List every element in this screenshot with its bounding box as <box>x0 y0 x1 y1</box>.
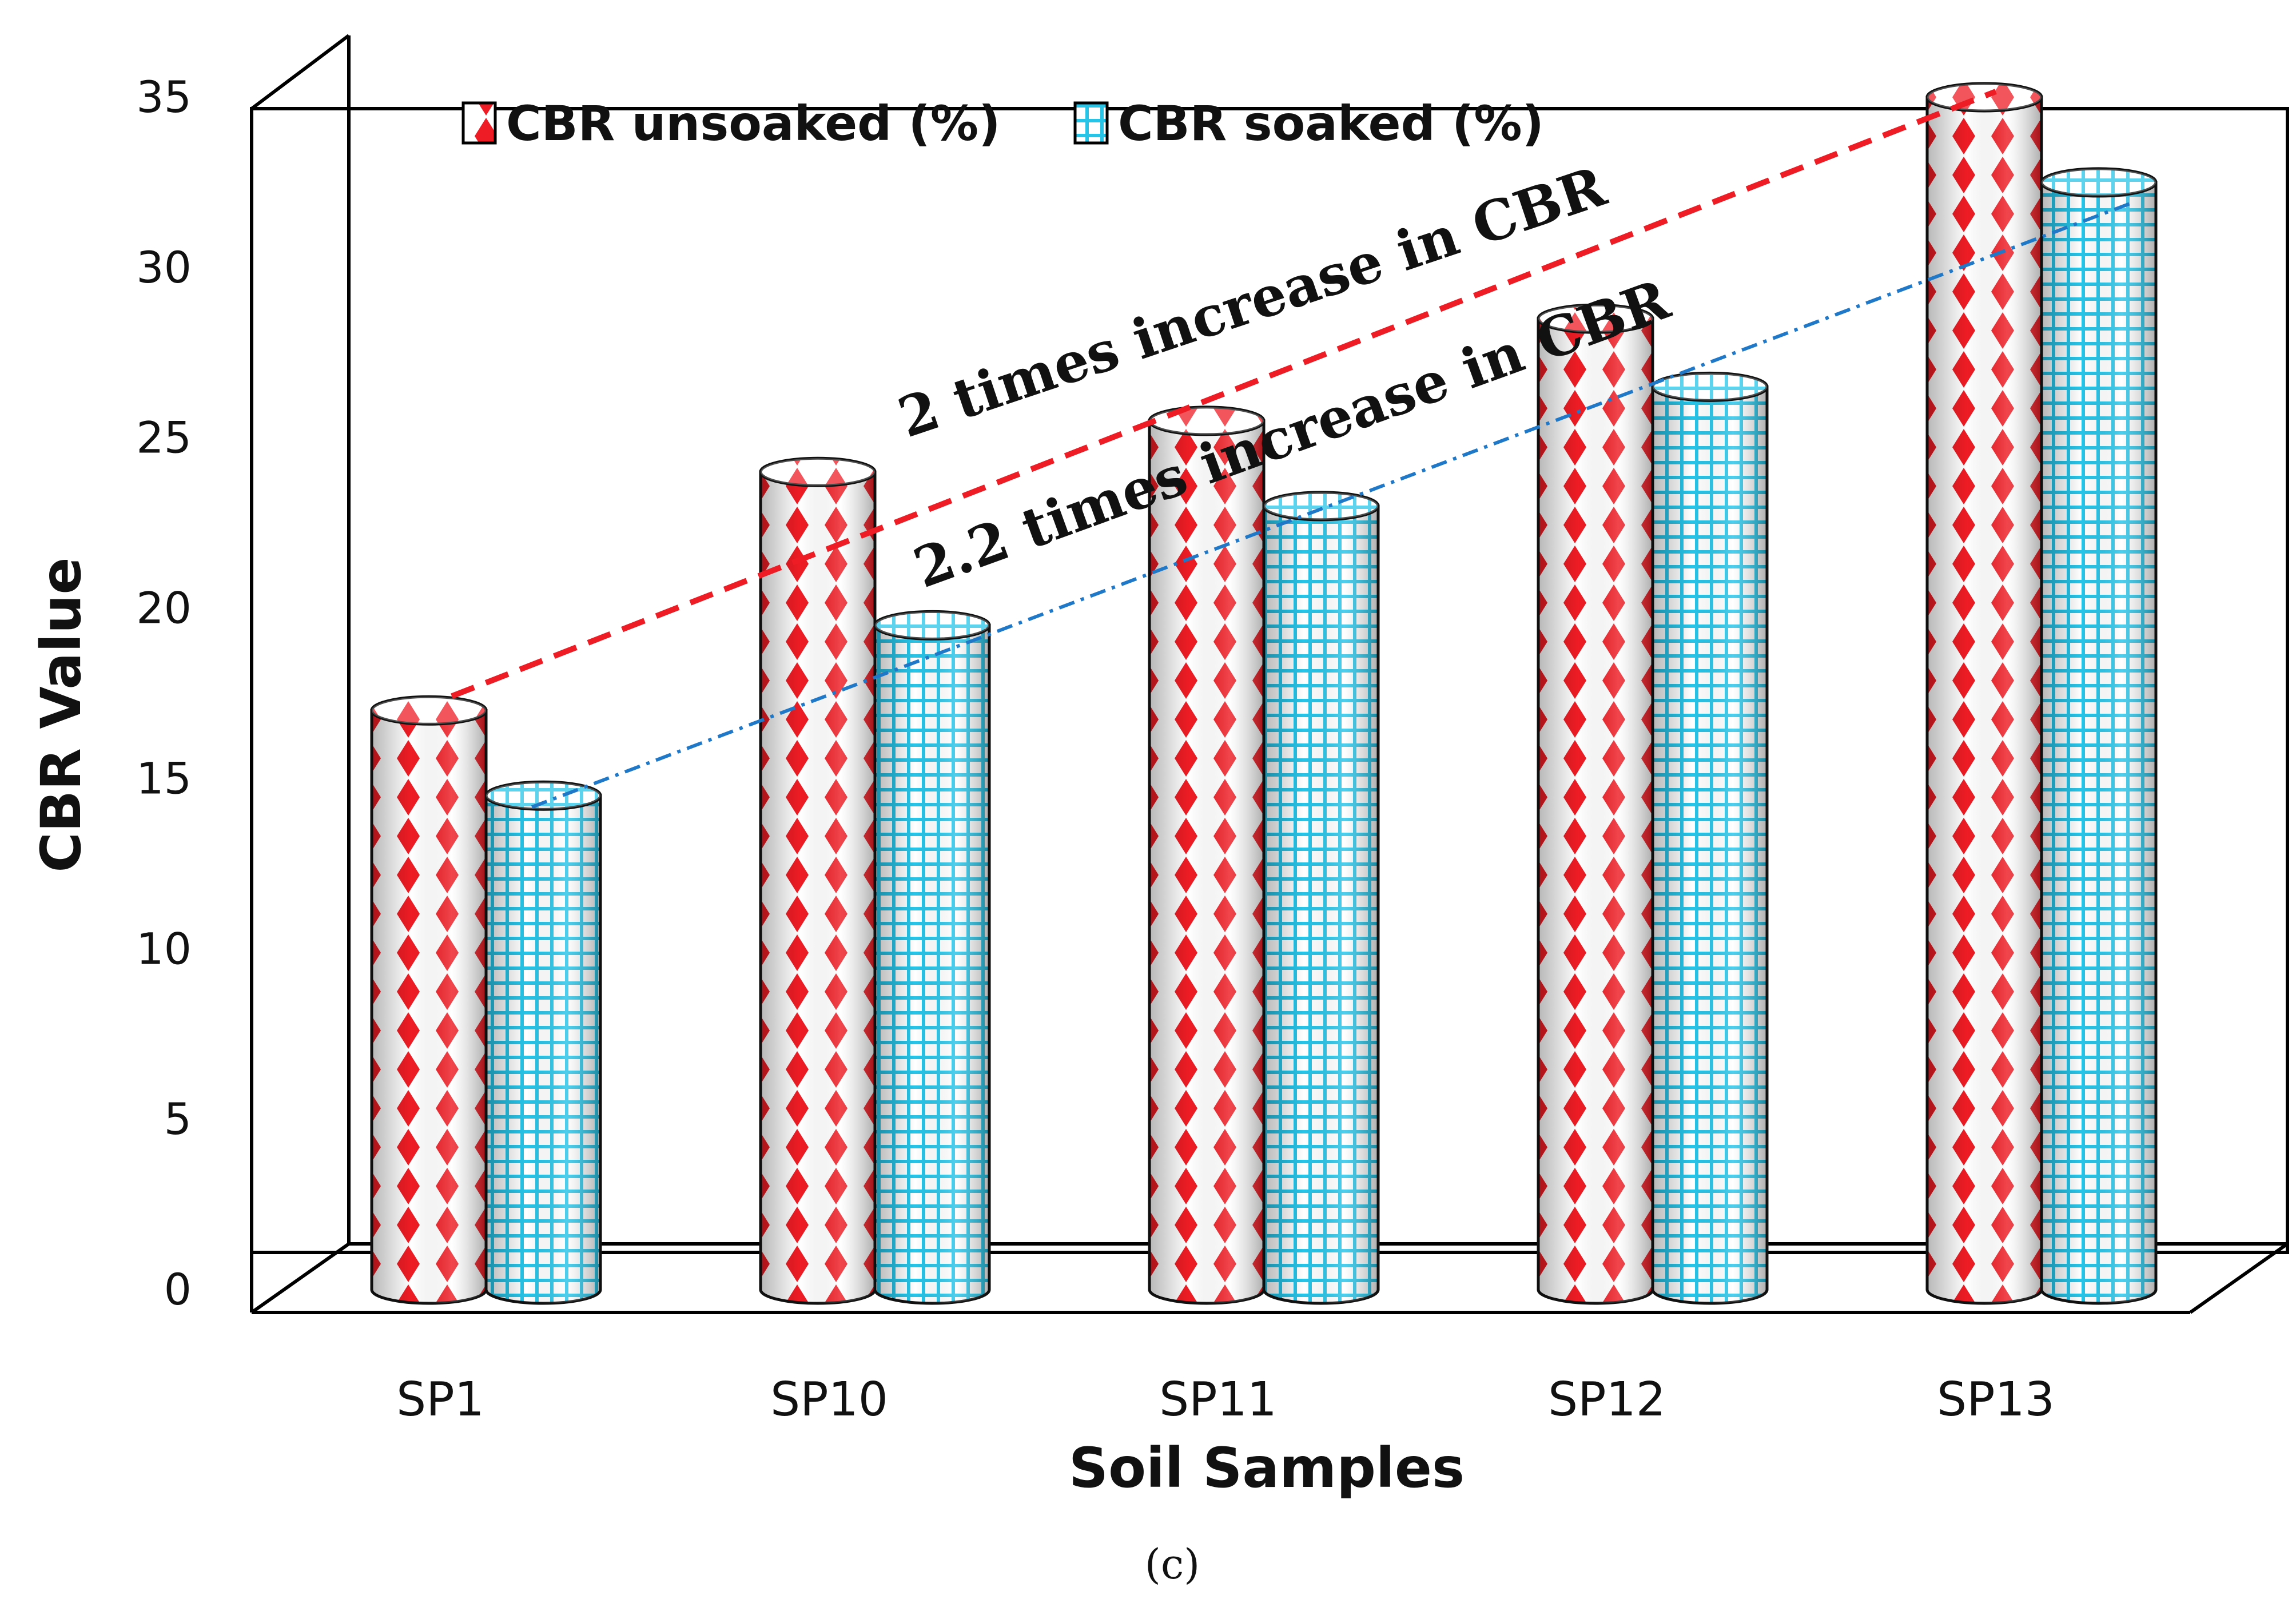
legend: CBR unsoaked (%) CBR soaked (%) <box>461 96 1544 152</box>
bar-top-highlight <box>486 782 600 810</box>
legend-swatch-unsoaked <box>461 101 497 145</box>
bar-shading <box>875 625 989 1303</box>
legend-label-soaked: CBR soaked (%) <box>1118 96 1544 152</box>
y-tick-label: 35 <box>136 71 192 122</box>
trend-line-soaked <box>531 201 2134 809</box>
floor-left-edge <box>250 1242 350 1314</box>
bar-shading <box>2042 182 2156 1303</box>
bar-top <box>1925 82 2043 113</box>
bar-unsoaked-sp10 <box>759 456 877 1305</box>
trend-lines <box>451 89 2134 809</box>
y-tick-label: 30 <box>136 242 192 293</box>
bar-shading <box>372 710 486 1303</box>
y-axis-label: CBR Value <box>29 557 93 872</box>
bar-top <box>1651 371 1769 402</box>
y-axis-ticks: 0 5 10 15 20 25 30 35 <box>136 71 192 1315</box>
x-axis-label: Soil Samples <box>1069 1436 1465 1500</box>
y-tick-label: 10 <box>136 923 192 974</box>
bar-top-highlight <box>1927 83 2042 111</box>
x-tick-label: SP11 <box>1159 1373 1277 1427</box>
bar-shading <box>761 472 875 1304</box>
bar-top <box>370 695 488 726</box>
x-tick-label: SP1 <box>396 1373 484 1427</box>
legend-swatch-soaked <box>1073 101 1109 145</box>
bar-top <box>1537 303 1654 334</box>
bar-top-highlight <box>372 697 486 725</box>
y-tick-label: 20 <box>136 583 192 634</box>
bar-shading <box>486 795 600 1303</box>
bar-unsoaked-sp13 <box>1925 82 2043 1305</box>
y-tick-label: 5 <box>164 1093 192 1144</box>
bar-top-highlight <box>875 611 989 639</box>
y-tick-label: 15 <box>136 753 192 804</box>
x-axis-ticks: SP1 SP10 SP11 SP12 SP13 <box>396 1373 2055 1427</box>
bar-top-highlight <box>1538 305 1653 333</box>
x-tick-label: SP12 <box>1548 1373 1666 1427</box>
bar-soaked-sp10 <box>873 610 991 1305</box>
legend-label-unsoaked: CBR unsoaked (%) <box>506 96 1001 152</box>
bar-top <box>759 456 877 487</box>
annotation-unsoaked: 2 times increase in CBR <box>890 154 1614 451</box>
frame-top-left-edge <box>250 34 350 110</box>
bar-shading <box>1149 420 1264 1303</box>
x-tick-label: SP13 <box>1937 1373 2055 1427</box>
bar-unsoaked-sp11 <box>1148 405 1266 1305</box>
bar-shading <box>1927 97 2042 1303</box>
figure-caption: (c) <box>1145 1540 1200 1588</box>
bar-soaked-sp11 <box>1262 491 1380 1305</box>
bar-soaked-sp12 <box>1651 371 1769 1305</box>
bar-top-highlight <box>2042 168 2156 196</box>
bar-top <box>2040 167 2158 198</box>
bar-unsoaked-sp1 <box>370 695 488 1305</box>
y-tick-label: 0 <box>164 1264 192 1315</box>
bar-top <box>484 780 602 811</box>
bar-shading <box>1264 506 1378 1303</box>
x-tick-label: SP10 <box>770 1373 888 1427</box>
bar-top-highlight <box>761 458 875 486</box>
bars <box>370 82 2158 1305</box>
bar-unsoaked-sp12 <box>1537 303 1654 1305</box>
bar-shading <box>1653 387 1767 1303</box>
trend-line-unsoaked <box>451 89 1997 699</box>
bar-top-highlight <box>1653 373 1767 401</box>
bar-shading <box>1538 319 1653 1303</box>
bar-top-highlight <box>1264 492 1378 520</box>
floor-right-edge <box>2189 1242 2289 1314</box>
y-tick-label: 25 <box>136 412 192 463</box>
bar-top <box>873 610 991 641</box>
bar-soaked-sp1 <box>484 780 602 1305</box>
bar-soaked-sp13 <box>2040 167 2158 1305</box>
